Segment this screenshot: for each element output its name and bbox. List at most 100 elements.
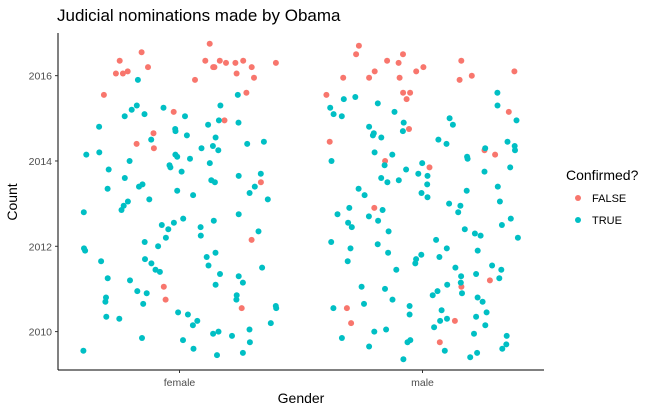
data-point-true	[104, 275, 111, 282]
data-point-true	[83, 151, 90, 158]
data-point-true	[211, 179, 218, 186]
data-point-false	[145, 64, 151, 71]
data-point-true	[446, 115, 453, 122]
data-point-true	[403, 166, 410, 173]
data-point-true	[371, 328, 378, 335]
data-point-true	[141, 239, 148, 245]
y-tick-label: 2010	[29, 327, 53, 339]
data-point-true	[259, 264, 266, 271]
data-point-false	[458, 57, 465, 64]
data-point-true	[419, 160, 426, 167]
data-point-true	[175, 309, 182, 316]
x-tick-label-male: male	[411, 377, 434, 389]
data-point-true	[239, 279, 246, 286]
data-point-true	[406, 303, 413, 309]
data-point-false	[468, 72, 475, 79]
data-point-true	[496, 275, 503, 282]
data-point-true	[494, 183, 501, 190]
data-point-true	[345, 219, 352, 226]
data-point-true	[361, 300, 367, 307]
data-point-true	[267, 320, 274, 327]
data-point-true	[203, 254, 210, 260]
data-point-true	[338, 113, 345, 120]
data-point-true	[340, 96, 347, 103]
data-point-false	[340, 74, 347, 81]
data-point-true	[371, 149, 378, 156]
data-point-false	[505, 108, 512, 115]
data-point-true	[160, 104, 167, 111]
data-point-false	[216, 57, 223, 64]
data-point-true	[441, 347, 448, 354]
data-point-true	[473, 313, 480, 320]
data-point-true	[96, 149, 103, 156]
data-point-true	[327, 104, 334, 111]
data-point-true	[212, 134, 219, 141]
data-point-false	[272, 59, 279, 66]
data-point-false	[202, 57, 209, 64]
data-point-false	[223, 59, 229, 66]
data-point-true	[235, 211, 242, 218]
data-point-true	[379, 207, 386, 213]
data-point-true	[184, 311, 191, 318]
data-point-true	[244, 140, 251, 147]
data-point-true	[170, 219, 177, 226]
data-point-true	[103, 294, 109, 301]
data-point-true	[507, 215, 514, 222]
data-point-false	[511, 68, 518, 75]
data-point-true	[395, 177, 402, 184]
data-point-true	[139, 181, 146, 188]
data-point-false	[243, 89, 250, 96]
data-point-true	[366, 343, 373, 350]
data-point-true	[172, 151, 179, 158]
y-tick-label: 2016	[29, 71, 53, 83]
data-point-false	[403, 96, 410, 103]
data-point-true	[116, 315, 123, 322]
data-point-true	[418, 190, 425, 196]
data-point-false	[116, 57, 123, 64]
data-point-true	[334, 211, 341, 218]
data-point-false	[426, 164, 433, 171]
data-point-true	[474, 294, 481, 301]
data-point-true	[355, 185, 362, 192]
data-point-true	[443, 245, 450, 252]
data-point-true	[503, 341, 510, 348]
data-point-false	[251, 74, 257, 81]
legend-title: Confirmed?	[566, 167, 639, 183]
data-point-false	[150, 145, 157, 152]
data-point-true	[328, 239, 335, 245]
data-point-true	[344, 258, 351, 265]
data-point-true	[366, 123, 373, 130]
data-point-true	[128, 106, 135, 113]
data-point-true	[134, 76, 141, 83]
data-point-true	[180, 337, 186, 344]
data-point-true	[165, 226, 172, 233]
data-point-true	[424, 194, 431, 201]
data-point-true	[383, 326, 390, 333]
data-point-true	[348, 224, 355, 231]
data-point-true	[429, 292, 436, 299]
data-point-true	[424, 172, 431, 179]
data-point-true	[80, 347, 87, 354]
data-point-true	[215, 117, 222, 124]
data-point-true	[143, 290, 150, 297]
data-point-true	[104, 185, 111, 192]
data-point-false	[413, 68, 420, 75]
data-point-true	[443, 140, 450, 147]
data-point-true	[400, 119, 407, 126]
data-point-false	[400, 51, 406, 58]
data-point-true	[255, 228, 262, 235]
data-point-true	[233, 292, 240, 299]
data-point-false	[400, 89, 407, 96]
data-point-false	[436, 339, 443, 346]
data-point-false	[233, 70, 240, 77]
legend-label-false: FALSE	[592, 193, 626, 205]
data-point-true	[205, 121, 212, 128]
x-axis-ticks: female male	[164, 370, 434, 389]
data-point-false	[355, 42, 362, 49]
data-point-false	[371, 204, 378, 211]
legend-swatch-true	[575, 217, 581, 223]
data-point-true	[229, 332, 235, 339]
data-point-true	[375, 217, 382, 224]
data-point-false	[406, 126, 412, 132]
data-point-false	[162, 296, 169, 303]
